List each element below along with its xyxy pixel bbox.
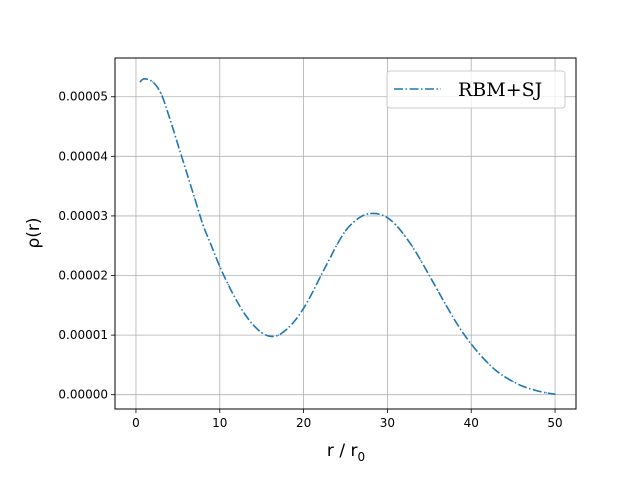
data-point bbox=[378, 213, 380, 215]
data-point bbox=[210, 245, 212, 247]
data-point bbox=[411, 246, 414, 248]
plot-frame bbox=[114, 57, 577, 410]
data-point bbox=[177, 143, 179, 146]
data-point bbox=[512, 380, 514, 383]
data-point bbox=[520, 385, 523, 387]
data-point bbox=[252, 324, 254, 326]
data-point bbox=[395, 224, 397, 226]
data-point bbox=[453, 319, 456, 321]
data-point bbox=[504, 376, 506, 378]
legend: RBM+SJ bbox=[386, 70, 566, 109]
series-line-0 bbox=[139, 78, 556, 395]
data-point bbox=[328, 260, 330, 262]
data-point bbox=[479, 353, 481, 355]
series-layer bbox=[139, 78, 556, 395]
data-point bbox=[185, 170, 187, 172]
data-point bbox=[546, 392, 548, 394]
data-point bbox=[311, 292, 313, 294]
data-point bbox=[319, 276, 321, 278]
data-point bbox=[194, 197, 196, 199]
data-point bbox=[143, 78, 145, 80]
data-point bbox=[302, 307, 305, 309]
data-point bbox=[139, 81, 141, 83]
data-point bbox=[386, 217, 389, 219]
x-tick-label: 10 bbox=[212, 416, 227, 430]
data-point bbox=[403, 234, 405, 236]
data-point bbox=[445, 304, 447, 306]
data-point bbox=[370, 212, 372, 215]
data-point bbox=[420, 260, 422, 262]
y-tick-label: 0.00002 bbox=[58, 269, 108, 283]
data-point bbox=[353, 221, 355, 223]
data-point bbox=[219, 265, 221, 268]
data-point bbox=[244, 313, 246, 315]
data-point bbox=[160, 93, 162, 95]
data-point bbox=[294, 319, 296, 321]
data-point bbox=[437, 289, 439, 292]
y-tick-label: 0.00000 bbox=[58, 388, 108, 402]
data-point bbox=[336, 243, 338, 246]
data-point bbox=[537, 390, 539, 392]
data-point bbox=[235, 299, 238, 302]
x-axis-label: r / r0 bbox=[327, 441, 365, 464]
axis-labels: r / r0 ρ(r) bbox=[24, 217, 365, 464]
data-point bbox=[261, 332, 263, 334]
y-tick-label: 0.00003 bbox=[58, 209, 108, 223]
data-point bbox=[227, 283, 229, 286]
data-point bbox=[344, 230, 347, 232]
data-point bbox=[277, 334, 280, 336]
y-tick-label: 0.00001 bbox=[58, 328, 108, 342]
legend-box bbox=[386, 70, 566, 109]
y-axis-label: ρ(r) bbox=[24, 217, 44, 248]
grid bbox=[115, 58, 576, 409]
x-tick-label: 40 bbox=[464, 416, 479, 430]
data-point bbox=[202, 224, 204, 226]
x-axis-label-subscript: 0 bbox=[357, 450, 365, 464]
ticks: 0 10 20 30 40 50 0.00000 0.00001 0.00002 0.00003 0… bbox=[58, 90, 562, 430]
data-point bbox=[495, 370, 497, 372]
data-point bbox=[487, 362, 489, 364]
data-point bbox=[462, 332, 464, 334]
data-point bbox=[361, 215, 363, 217]
data-point bbox=[168, 116, 171, 119]
data-point bbox=[470, 343, 472, 345]
data-point bbox=[529, 388, 531, 390]
legend-entry-label: RBM+SJ bbox=[458, 79, 542, 101]
x-tick-label: 20 bbox=[296, 416, 311, 430]
x-tick-label: 30 bbox=[380, 416, 395, 430]
data-point bbox=[269, 335, 271, 337]
y-tick-label: 0.00004 bbox=[58, 149, 108, 163]
data-point bbox=[428, 274, 430, 277]
y-tick-label: 0.00005 bbox=[58, 90, 108, 104]
x-tick-label: 50 bbox=[547, 416, 562, 430]
x-tick-label: 0 bbox=[132, 416, 140, 430]
data-point bbox=[554, 393, 556, 395]
data-point bbox=[286, 328, 288, 330]
data-point bbox=[152, 81, 154, 83]
